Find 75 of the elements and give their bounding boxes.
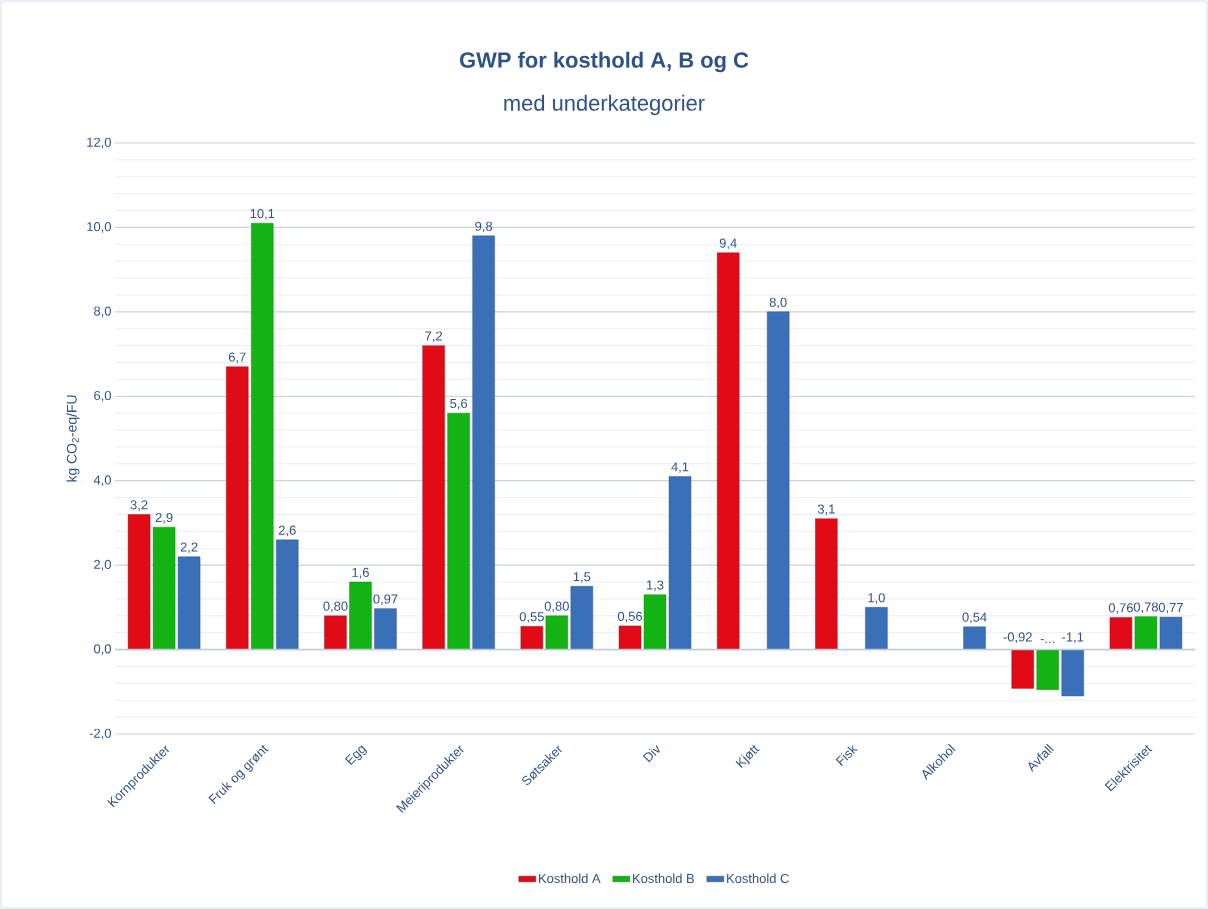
bar: [374, 608, 397, 650]
y-tick-label: 12,0: [87, 137, 111, 149]
data-label: 0,77: [1158, 602, 1183, 614]
bar: [447, 412, 470, 650]
y-tick-label: 6,0: [94, 390, 111, 402]
bar: [865, 607, 888, 650]
bar: [226, 366, 249, 650]
y-tick-label: 8,0: [94, 306, 111, 318]
data-label: 0,78: [1133, 602, 1158, 614]
data-label: 1,5: [573, 572, 591, 583]
chart-subtitle: med underkategorier: [504, 94, 705, 116]
data-label: -...: [1040, 639, 1055, 644]
data-label: 8,0: [769, 297, 787, 309]
y-tick-label: 0,0: [93, 644, 111, 655]
data-label: 4,1: [671, 462, 689, 473]
y-tick-label: 10,0: [87, 222, 111, 233]
bar: [349, 581, 372, 650]
data-label: 1,6: [352, 567, 369, 579]
y-tick-label: 2,0: [94, 559, 111, 571]
legend-label: Kosthold A: [539, 873, 601, 884]
bar: [643, 594, 667, 650]
data-label: -1,1: [1062, 632, 1084, 644]
y-tick-label: -2,0: [89, 728, 111, 740]
data-label: 2,9: [155, 512, 173, 524]
bar: [177, 556, 201, 650]
x-tick-label: Egg: [344, 745, 368, 766]
y-tick-label: 4,0: [93, 475, 111, 487]
bar: [1134, 616, 1158, 650]
bar: [127, 514, 151, 650]
bar: [472, 235, 495, 650]
bar: [1036, 649, 1059, 690]
data-label: 10,1: [250, 208, 275, 220]
data-label: 9,4: [719, 238, 737, 250]
bar: [152, 526, 176, 650]
data-label: 0,80: [544, 601, 569, 613]
data-label: 1,0: [868, 593, 885, 604]
data-label: 9,8: [475, 221, 493, 233]
data-label: 7,2: [425, 331, 442, 343]
bar: [766, 311, 790, 650]
data-label: 1,3: [646, 580, 664, 592]
data-label: 6,7: [228, 352, 246, 364]
bar: [324, 615, 347, 650]
data-label: -0,92: [1003, 632, 1032, 644]
bar: [570, 586, 594, 650]
x-tick-label: Fisk: [835, 745, 859, 766]
bar: [1109, 617, 1133, 650]
data-label: 3,1: [817, 504, 835, 516]
x-tick-label: Div: [642, 745, 660, 763]
data-label: 0,97: [373, 594, 398, 606]
bar: [618, 625, 642, 650]
data-label: 2,2: [180, 542, 198, 554]
data-label: 0,55: [519, 612, 544, 623]
data-label: 5,6: [450, 398, 468, 410]
data-label: 2,6: [278, 525, 296, 537]
bar: [963, 626, 986, 650]
bar: [545, 615, 569, 650]
bar: [1011, 649, 1034, 689]
data-label: 0,76: [1108, 603, 1133, 614]
legend-label: Kosthold B: [633, 873, 694, 884]
bar: [422, 345, 445, 650]
bar: [668, 476, 692, 650]
chart-title: GWP for kosthold A, B og C: [460, 51, 749, 73]
data-label: 0,54: [962, 612, 987, 624]
data-label: 0,80: [323, 601, 348, 613]
data-label: 0,56: [617, 611, 643, 623]
bar: [520, 626, 544, 650]
bar: [815, 518, 838, 650]
y-axis-title: kg CO$_{2}$-eq/FU: [66, 395, 80, 482]
data-label: 3,2: [130, 500, 148, 511]
bar: [1159, 616, 1183, 650]
bar: [1061, 649, 1084, 697]
legend-label: Kosthold C: [727, 873, 789, 884]
bar: [251, 223, 274, 650]
bar: [716, 252, 740, 650]
bar: [276, 539, 299, 650]
